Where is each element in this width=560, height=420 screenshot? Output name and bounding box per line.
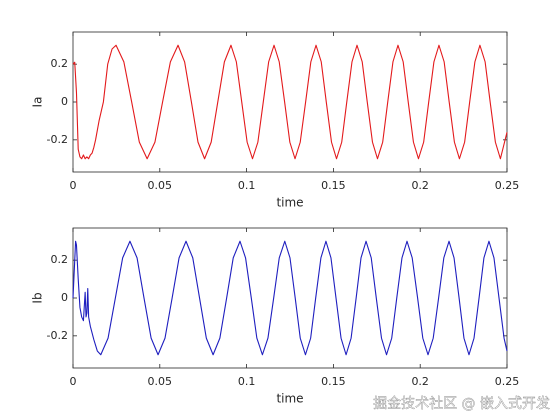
x-tick-label: 0.25	[495, 179, 520, 192]
plot-area	[72, 31, 508, 173]
x-tick-label: 0.1	[238, 179, 256, 192]
x-tick-label: 0.25	[495, 375, 520, 388]
data-line	[72, 240, 508, 356]
y-tick-label: 0.2	[51, 57, 69, 70]
x-tick-label: 0.15	[321, 375, 346, 388]
y-axis-label: Ib	[31, 292, 45, 303]
y-axis-label: Ia	[31, 97, 45, 108]
x-tick-label: 0.05	[148, 375, 173, 388]
x-axis-label: time	[276, 392, 303, 406]
x-tick-label: 0	[70, 375, 77, 388]
watermark: 掘金技术社区 @ 嵌入式开发	[373, 396, 550, 412]
x-axis-label: time	[276, 196, 303, 210]
x-tick-label: 0.1	[238, 375, 256, 388]
data-line	[72, 44, 508, 160]
y-tick-label: -0.2	[47, 133, 68, 146]
x-tick-label: 0.05	[148, 179, 173, 192]
y-tick-label: 0	[61, 95, 68, 108]
x-tick-label: 0.15	[321, 179, 346, 192]
x-tick-label: 0.2	[411, 179, 429, 192]
plot-area	[72, 227, 508, 369]
y-tick-label: -0.2	[47, 329, 68, 342]
y-tick-label: 0	[61, 291, 68, 304]
x-tick-label: 0	[70, 179, 77, 192]
y-tick-label: 0.2	[51, 253, 69, 266]
x-tick-label: 0.2	[411, 375, 429, 388]
